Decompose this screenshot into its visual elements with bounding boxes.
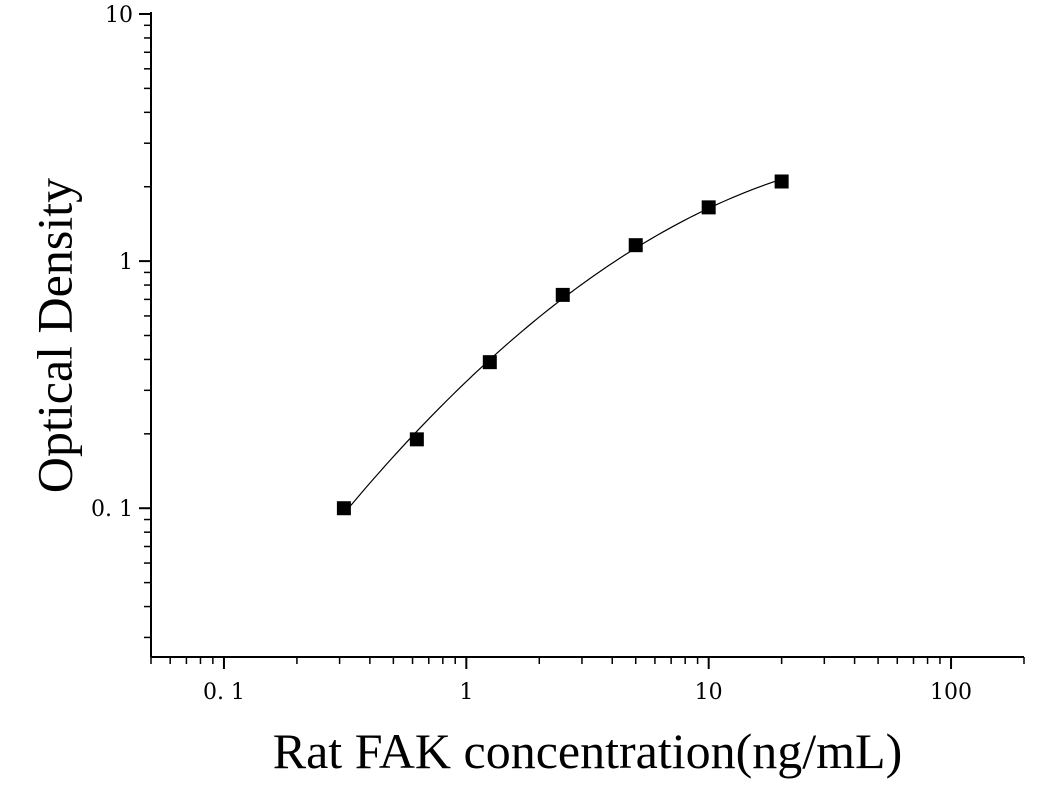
data-point	[774, 174, 789, 189]
x-tick-label: 1	[459, 680, 473, 705]
x-tick-label: 0. 1	[203, 680, 245, 705]
x-tick-label: 10	[695, 680, 723, 705]
x-axis-title: Rat FAK concentration(ng/mL)	[273, 723, 902, 779]
y-axis-title: Optical Density	[27, 178, 83, 493]
data-point	[701, 200, 716, 215]
fit-curve	[348, 178, 782, 509]
data-point	[628, 238, 643, 253]
data-points	[336, 174, 789, 516]
data-point	[555, 287, 570, 302]
y-tick-label: 10	[105, 3, 133, 28]
tick-labels: 0. 1 1 10 100 0. 1 1 10	[91, 3, 972, 705]
data-point	[409, 432, 424, 447]
x-tick-label: 100	[930, 680, 972, 705]
data-point	[482, 355, 497, 370]
minor-ticks	[144, 24, 1025, 664]
y-tick-label: 0. 1	[91, 497, 133, 522]
y-tick-label: 1	[119, 250, 133, 275]
major-ticks	[139, 13, 953, 669]
data-point	[336, 501, 351, 516]
